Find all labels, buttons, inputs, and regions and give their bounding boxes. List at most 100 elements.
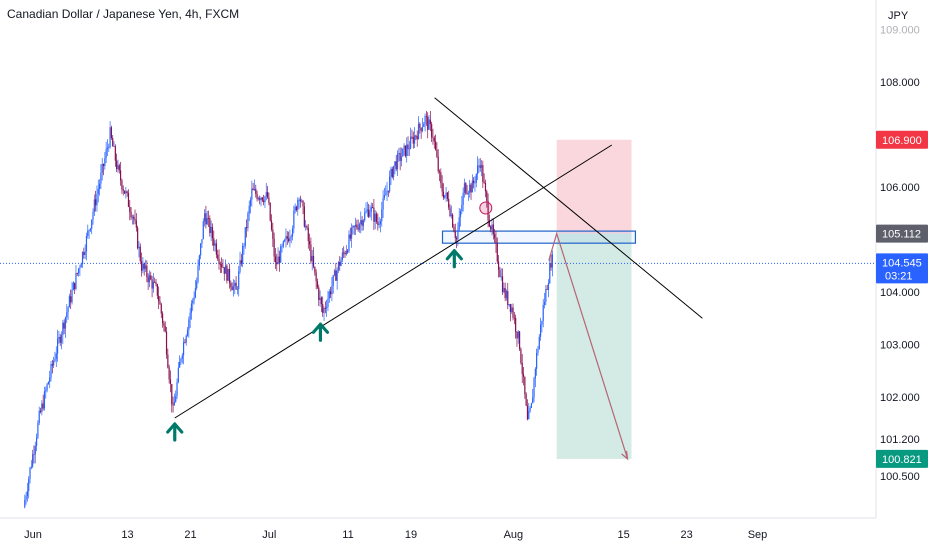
candles-layer (24, 110, 553, 509)
candle-body (379, 221, 382, 225)
candle-body (412, 137, 414, 144)
candle-body (110, 127, 112, 139)
candle-body (331, 285, 333, 295)
candle-body (116, 160, 118, 170)
candle-body (513, 317, 515, 319)
y-tick-label: 102.000 (880, 392, 920, 404)
candle-body (207, 218, 210, 219)
candle-body (47, 381, 49, 385)
candle-body (256, 194, 258, 200)
candle-body (491, 224, 493, 230)
candle-body (306, 226, 308, 229)
candle-body (91, 219, 93, 229)
candle-body (62, 322, 64, 336)
candle-body (137, 227, 139, 249)
candle-body (473, 180, 475, 183)
candle-body (203, 213, 206, 222)
x-tick-label: 23 (681, 529, 693, 541)
candle-body (273, 238, 275, 257)
candle-body (123, 190, 126, 194)
candle-body (196, 281, 198, 289)
candle-body (142, 263, 144, 271)
candle-body (63, 322, 65, 329)
price-tag-label: 105.112 (882, 229, 921, 241)
x-tick-label: 15 (618, 529, 630, 541)
candle-body (218, 258, 220, 264)
candle-body (302, 200, 304, 207)
candle-body (335, 270, 337, 281)
candle-body (471, 180, 473, 193)
candle-body (406, 144, 408, 157)
candle-body (287, 238, 290, 242)
candle-body (450, 214, 452, 216)
candle-body (38, 410, 40, 423)
candle-body (551, 254, 553, 268)
candle-body (211, 226, 214, 239)
candle-body (252, 188, 254, 190)
candle-body (495, 237, 497, 244)
candle-body (255, 188, 257, 195)
candle-body (185, 335, 187, 343)
candle-body (257, 198, 259, 200)
candle-body (161, 313, 164, 323)
candle-body (428, 119, 430, 130)
candle-body (427, 116, 429, 130)
candle-body (486, 191, 488, 201)
candle-body (231, 287, 233, 291)
candle-body (227, 268, 229, 281)
candle-body (478, 165, 480, 167)
candle-body (77, 268, 80, 274)
candle-body (312, 255, 315, 267)
candle-body (274, 256, 277, 263)
candle-body (436, 149, 438, 157)
candle-body (81, 252, 84, 265)
candle-body (475, 174, 477, 183)
candle-body (152, 281, 154, 289)
candle-body (398, 152, 400, 154)
y-tick-label: 103.000 (880, 340, 920, 352)
candle-body (386, 190, 388, 195)
candle-body (181, 355, 183, 359)
candle-body (139, 246, 141, 262)
candle-body (39, 410, 42, 413)
candle-body (159, 301, 161, 305)
candle-body (117, 165, 119, 170)
y-tick-label: 106.000 (880, 182, 920, 194)
candle-body (298, 199, 300, 201)
price-tag-countdown: 03:21 (885, 270, 913, 282)
candle-body (512, 307, 514, 318)
candle-body (344, 252, 346, 255)
candle-body (403, 145, 405, 149)
candle-body (215, 243, 217, 255)
candle-body (543, 301, 546, 306)
candle-body (442, 191, 445, 198)
entry-zone-box (441, 230, 637, 244)
candle-body (192, 300, 194, 304)
candle-body (419, 123, 421, 129)
candle-body (411, 136, 413, 138)
candle-body (348, 234, 350, 252)
candle-body (539, 324, 542, 337)
candle-body (307, 228, 309, 242)
candle-body (370, 207, 372, 212)
candle-body (243, 245, 245, 247)
candle-body (520, 349, 522, 363)
candle-body (423, 123, 425, 127)
candle-body (200, 243, 202, 256)
candle-body (467, 192, 469, 194)
candle-body (549, 263, 551, 284)
candle-body (96, 194, 98, 206)
candle-body (75, 273, 77, 289)
candle-body (329, 291, 332, 295)
candle-body (138, 246, 140, 249)
candle-body (407, 144, 409, 149)
candle-body (377, 221, 379, 225)
candle-body (487, 200, 489, 221)
candle-body (465, 183, 467, 194)
candle-body (310, 244, 312, 262)
candle-body (201, 239, 203, 244)
price-tag-target: 100.821 (876, 449, 928, 468)
candle-body (337, 261, 340, 271)
